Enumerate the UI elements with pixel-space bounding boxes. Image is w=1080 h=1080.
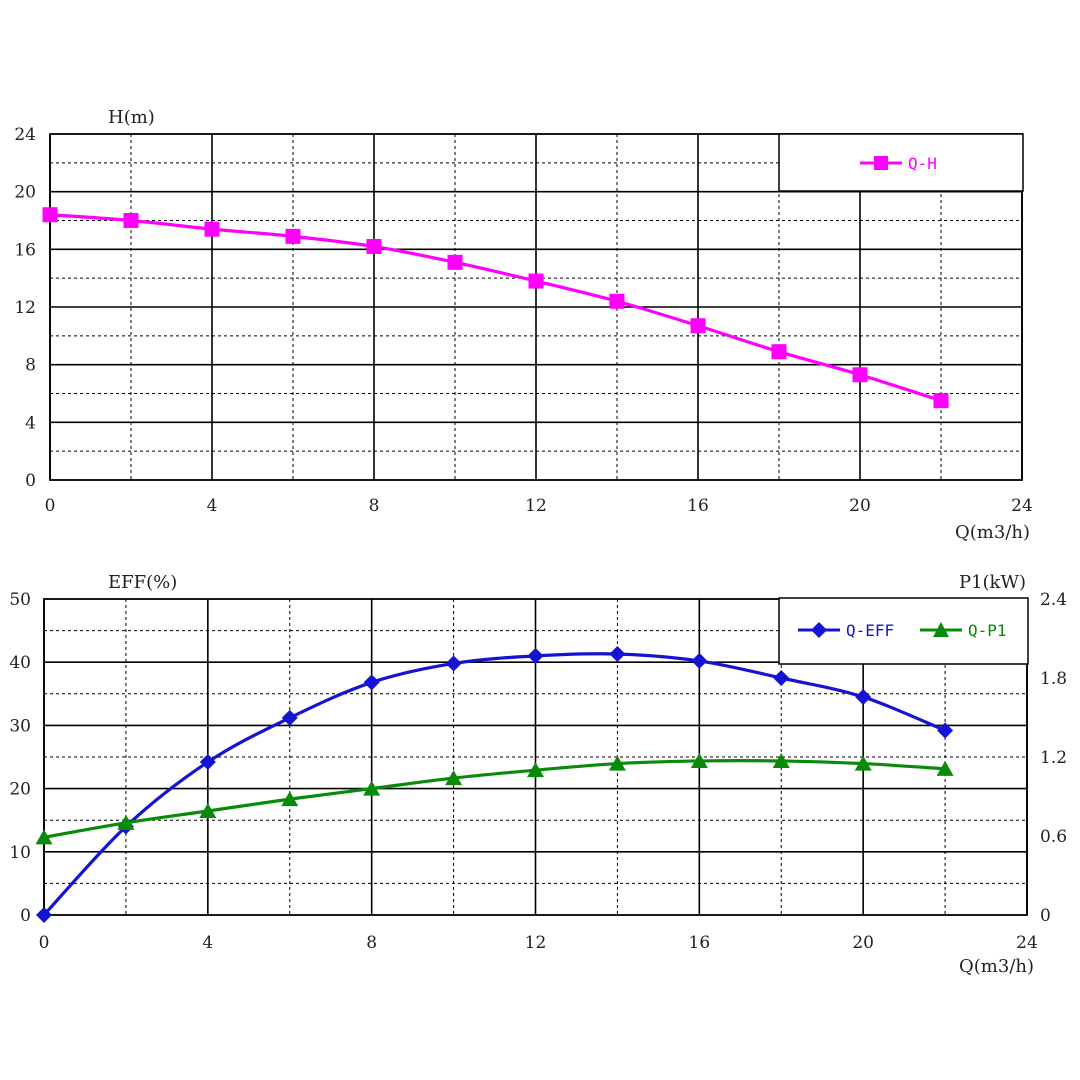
qh-y-ticks: 0 4 8 12 16 20 24: [14, 125, 36, 491]
qh-y-tick-label: 20: [14, 183, 36, 203]
eff-data-point: [36, 907, 52, 923]
qh-legend: Q-H: [778, 133, 1024, 192]
eff-p1-x-tick-label: 8: [366, 933, 377, 953]
eff-data-point: [609, 645, 626, 662]
qh-data-point: [771, 344, 787, 360]
eff-p1-x-tick-label: 20: [852, 933, 874, 953]
p1-y-tick-label: 2.4: [1040, 590, 1067, 610]
qh-x-tick-label: 20: [849, 496, 871, 516]
p1-y-tick-label: 1.8: [1040, 669, 1067, 689]
eff-p1-x-tick-label: 16: [689, 933, 711, 953]
p1-data-point: [363, 780, 381, 796]
p1-y-tick-label: 0: [1040, 906, 1051, 926]
qh-data-point: [609, 293, 625, 309]
eff-p1-x-ticks: 0 4 8 12 16 20 24: [39, 933, 1038, 953]
qh-plot-frame: [49, 133, 1023, 481]
qh-data-point: [42, 207, 58, 223]
qh-legend-marker: [874, 156, 888, 170]
p1-data-point: [281, 791, 299, 807]
eff-y-tick-label: 40: [9, 653, 31, 673]
p1-series-line: [43, 759, 946, 839]
p1-y-tick-label: 1.2: [1040, 748, 1067, 768]
qh-x-tick-label: 0: [45, 496, 56, 516]
p1-legend-label: Q-P1: [968, 621, 1007, 640]
p1-data-point: [35, 829, 53, 845]
eff-legend-marker: [811, 622, 827, 638]
qh-y-tick-label: 8: [25, 356, 36, 376]
eff-y-axis-label: EFF(%): [108, 572, 177, 593]
p1-legend-marker: [933, 622, 949, 637]
qh-chart: H(m) Q(m3/h) 0 4 8 12 16 20 24 0 4 8 12 16 20 24 Q-H: [14, 107, 1032, 543]
eff-y-tick-label: 20: [9, 780, 31, 800]
qh-data-point: [690, 318, 706, 334]
eff-data-point: [445, 655, 462, 672]
qh-y-axis-label: H(m): [108, 107, 155, 128]
qh-x-tick-label: 16: [687, 496, 709, 516]
p1-data-point: [199, 802, 217, 818]
qh-y-tick-label: 4: [25, 413, 36, 433]
qh-x-axis-label: Q(m3/h): [955, 522, 1030, 543]
qh-data-point: [852, 367, 868, 383]
qh-y-tick-label: 0: [25, 471, 36, 491]
qh-series-line: [49, 213, 942, 403]
eff-y-ticks: 0 10 20 30 40 50: [9, 590, 31, 926]
qh-data-point: [933, 393, 949, 409]
eff-y-tick-label: 30: [9, 716, 31, 736]
qh-x-tick-label: 24: [1011, 496, 1033, 516]
eff-series-line: [42, 652, 946, 917]
qh-data-point: [285, 228, 301, 244]
eff-data-point: [855, 688, 872, 705]
eff-data-point: [691, 652, 708, 669]
qh-data-point: [447, 254, 463, 270]
eff-p1-legend: Q-EFF Q-P1: [778, 597, 1029, 665]
qh-x-ticks: 0 4 8 12 16 20 24: [45, 496, 1033, 516]
eff-legend-label: Q-EFF: [846, 621, 894, 640]
eff-data-point: [199, 754, 216, 771]
qh-series: [42, 207, 949, 409]
eff-data-point: [937, 722, 954, 739]
eff-p1-x-tick-label: 24: [1016, 933, 1038, 953]
p1-y-ticks: 0 0.6 1.2 1.8 2.4: [1040, 590, 1067, 926]
p1-data-point: [690, 752, 708, 768]
qh-data-point: [123, 213, 139, 228]
eff-p1-x-tick-label: 0: [39, 933, 50, 953]
p1-data-point: [445, 770, 463, 786]
eff-p1-x-tick-label: 4: [202, 933, 213, 953]
p1-data-point: [527, 762, 544, 778]
p1-y-axis-label: P1(kW): [959, 572, 1026, 593]
qh-x-tick-label: 4: [207, 496, 218, 516]
qh-y-tick-label: 16: [14, 240, 36, 260]
eff-p1-x-tick-label: 12: [525, 933, 547, 953]
p1-data-point: [117, 814, 135, 830]
qh-legend-label: Q-H: [908, 154, 937, 173]
eff-p1-chart: EFF(%) P1(kW) Q(m3/h) 0 4 8 12 16 20 24 0 10 20 3…: [9, 572, 1067, 977]
qh-y-tick-label: 24: [14, 125, 36, 145]
eff-p1-x-axis-label: Q(m3/h): [959, 956, 1034, 977]
qh-data-point: [528, 273, 544, 289]
p1-data-point: [854, 755, 872, 771]
p1-data-point: [936, 760, 954, 776]
qh-x-tick-label: 12: [525, 496, 547, 516]
eff-y-tick-label: 0: [20, 906, 31, 926]
eff-p1-plot-frame: [43, 598, 1028, 916]
eff-data-point: [527, 647, 544, 664]
qh-x-tick-label: 8: [369, 496, 380, 516]
eff-y-tick-label: 50: [9, 590, 31, 610]
eff-y-tick-label: 10: [9, 843, 31, 863]
eff-data-point: [363, 674, 380, 691]
qh-data-point: [204, 221, 220, 237]
eff-data-point: [773, 670, 790, 686]
qh-y-tick-label: 12: [14, 298, 36, 318]
eff-data-point: [281, 709, 298, 726]
p1-data-point: [772, 752, 790, 768]
eff-p1-series: [35, 645, 954, 923]
qh-data-point: [366, 238, 382, 254]
p1-y-tick-label: 0.6: [1040, 827, 1067, 847]
p1-data-point: [608, 755, 626, 771]
